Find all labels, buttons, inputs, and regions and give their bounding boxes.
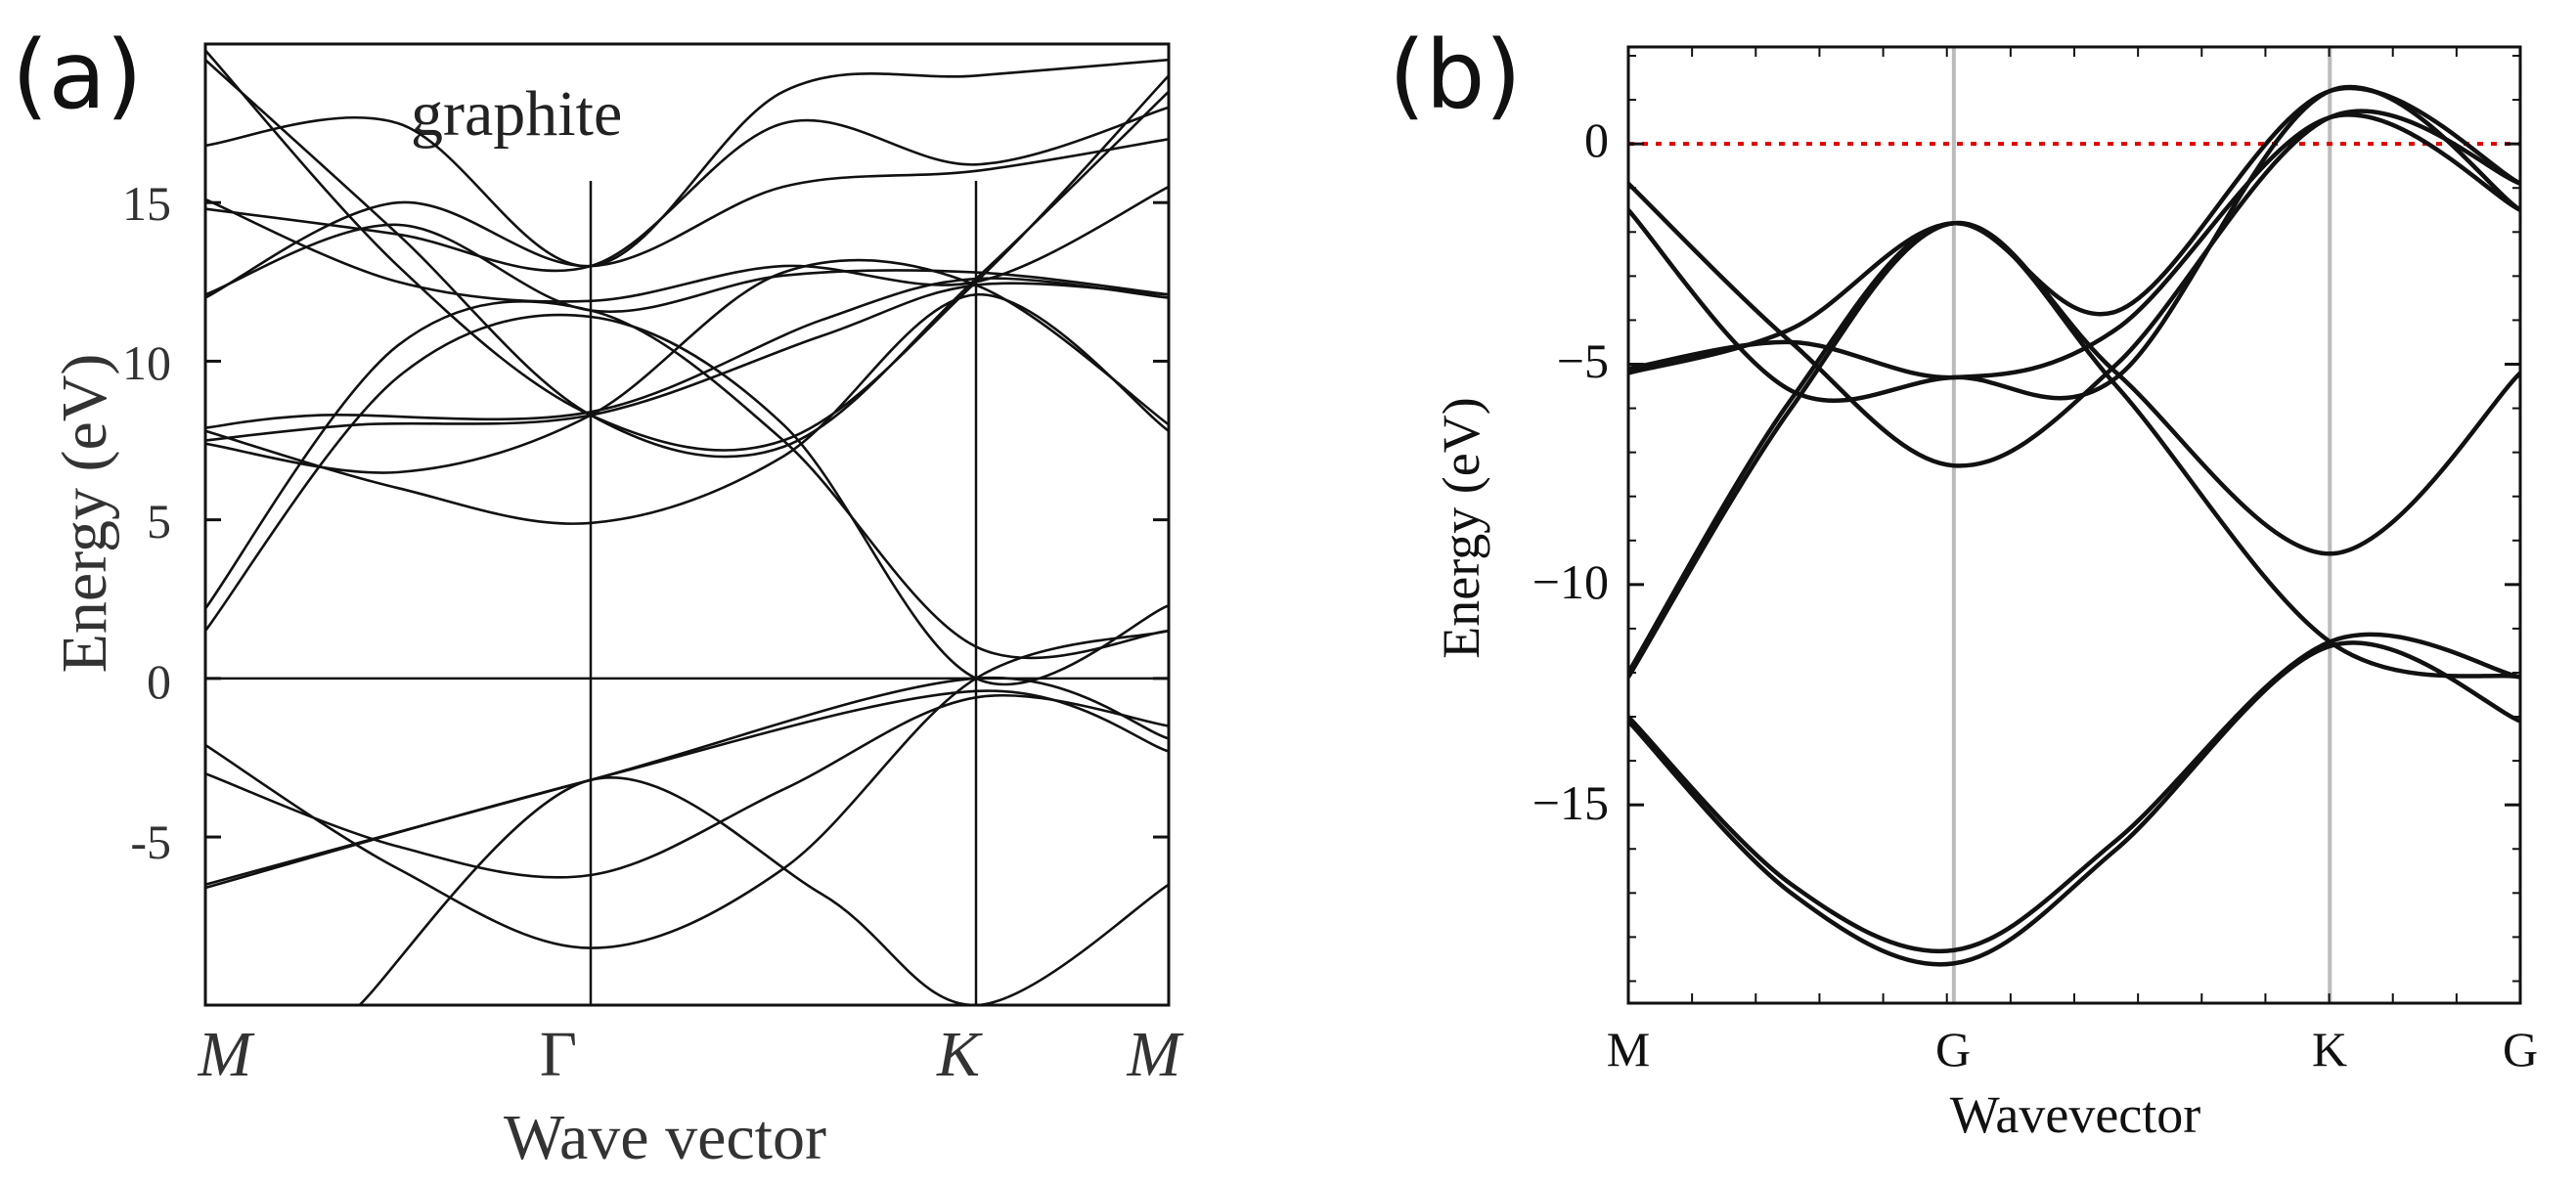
- panel-a-kpoint-label: Γ: [540, 1019, 577, 1090]
- panel-a-kpoint-label: M: [1127, 1019, 1185, 1090]
- panel-b-kpoint-label: K: [2312, 1022, 2347, 1076]
- panel-a-ytick-labels: 15 10 5 0 -5: [122, 176, 171, 869]
- panel-a-kpoint-label: K: [936, 1019, 983, 1090]
- panel-b-label: (b): [1389, 21, 1522, 130]
- bands: [205, 49, 1169, 1005]
- bands: [1628, 84, 2520, 967]
- panel-a-ytick-label: 5: [147, 494, 171, 549]
- band-line: [205, 629, 1169, 949]
- band-line: [205, 693, 1169, 879]
- band-line: [205, 106, 1169, 273]
- panel-a-graphite: (a) graphite 15 10 5 0 -5 M Γ K M Wave v…: [12, 21, 1185, 1173]
- band-line: [205, 299, 1169, 660]
- band-line: [205, 258, 1169, 474]
- panel-b-plot-area: [1626, 45, 2522, 1005]
- band-line: [205, 292, 1169, 525]
- band-line: [205, 185, 1169, 303]
- panel-a-label: (a): [12, 21, 143, 130]
- panel-a-annotation: graphite: [411, 78, 622, 150]
- panel-b-x-axis-title: Wavevector: [1950, 1085, 2201, 1144]
- band-line: [358, 776, 1169, 1005]
- band-line: [205, 223, 1169, 313]
- panel-a-kpoint-labels: M Γ K M: [198, 1019, 1185, 1090]
- panel-b-ytick-label: −15: [1532, 775, 1609, 830]
- band-line: [1628, 112, 2520, 380]
- panel-b-kpoint-label: G: [2503, 1022, 2538, 1076]
- band-line: [1628, 84, 2520, 403]
- panel-b-ytick-label: −10: [1532, 554, 1609, 609]
- band-line: [1628, 632, 2520, 954]
- panel-a-ytick-label: 15: [122, 176, 171, 231]
- panel-b-kpoint-label: G: [1935, 1022, 1971, 1076]
- panel-a-plot-area: [203, 42, 1171, 1007]
- plot-frame: [203, 42, 1171, 1007]
- panel-a-ytick-label: 0: [147, 654, 171, 709]
- panel-a-ytick-label: -5: [130, 814, 171, 869]
- panel-b: (b) 0 −5 −10 −15 M G K G Wavevector Ener…: [1389, 21, 2538, 1144]
- band-line: [205, 59, 1169, 459]
- panel-a-kpoint-label: M: [198, 1019, 256, 1090]
- panel-b-ytick-label: −5: [1557, 333, 1609, 388]
- band-line: [205, 58, 1169, 268]
- band-line: [1628, 109, 2520, 468]
- panel-b-kpoint-label: M: [1607, 1022, 1650, 1076]
- band-line: [1628, 640, 2520, 967]
- band-line: [205, 282, 1169, 442]
- band-line: [205, 138, 1169, 299]
- band-line: [205, 277, 1169, 429]
- panel-b-ytick-label: 0: [1584, 112, 1609, 167]
- panel-a-x-axis-title: Wave vector: [504, 1102, 826, 1173]
- panel-a-y-axis-title: Energy (eV): [49, 354, 120, 674]
- panel-b-y-axis-title: Energy (eV): [1432, 397, 1490, 658]
- panel-b-ytick-labels: 0 −5 −10 −15: [1532, 112, 1609, 830]
- panel-a-ytick-label: 10: [122, 335, 171, 390]
- panel-b-kpoint-labels: M G K G: [1607, 1022, 2538, 1076]
